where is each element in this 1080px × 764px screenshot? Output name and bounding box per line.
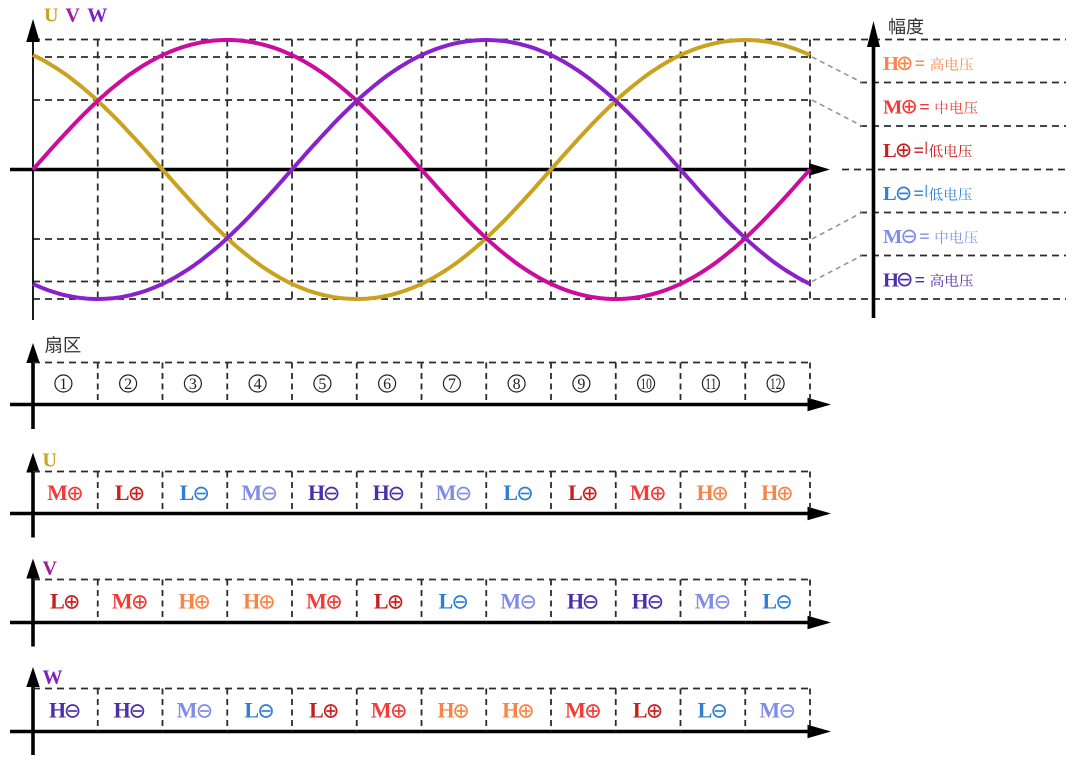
svg-text:H: H [632,588,649,613]
svg-text:=: = [915,269,926,291]
svg-text:H: H [883,269,899,291]
svg-text:H: H [696,480,713,505]
svg-text:8: 8 [513,376,521,393]
svg-text:H: H [114,697,131,722]
svg-text:L: L [633,697,648,722]
svg-text:L: L [883,140,897,162]
svg-text:U: U [44,5,58,27]
svg-text:H: H [567,588,584,613]
svg-text:M: M [883,226,902,248]
svg-text:H: H [761,480,778,505]
svg-text:12: 12 [770,376,782,393]
svg-text:M: M [47,480,68,505]
svg-text:L: L [50,588,65,613]
svg-text:L: L [309,697,324,722]
svg-text:1: 1 [59,376,67,393]
svg-text:=: = [915,53,926,75]
svg-text:3: 3 [189,376,197,393]
svg-text:11: 11 [705,376,717,393]
svg-text:M: M [630,480,651,505]
svg-text:4: 4 [254,376,262,393]
svg-text:M: M [565,697,586,722]
svg-text:H: H [243,588,260,613]
svg-text:W: W [87,5,107,27]
svg-text:M: M [241,480,262,505]
svg-text:L: L [115,480,130,505]
svg-text:H: H [308,480,325,505]
svg-text:L: L [244,697,259,722]
svg-text:M: M [371,697,392,722]
svg-text:=: = [919,226,930,248]
svg-text:M: M [883,96,902,118]
svg-text:H: H [178,588,195,613]
svg-text:2: 2 [124,376,132,393]
svg-text:10: 10 [640,376,652,393]
svg-text:M: M [436,480,457,505]
svg-text:=: = [919,96,930,118]
svg-text:7: 7 [448,376,456,393]
svg-text:L: L [503,480,518,505]
svg-text:L: L [439,588,454,613]
svg-text:M: M [306,588,327,613]
svg-text:H: H [373,480,390,505]
svg-text:M: M [759,697,780,722]
svg-text:U: U [43,450,57,472]
svg-text:9: 9 [577,376,585,393]
svg-text:L: L [762,588,777,613]
svg-text:L: L [698,697,713,722]
svg-text:M: M [695,588,716,613]
svg-text:M: M [112,588,133,613]
svg-text:W: W [43,667,63,689]
svg-text:=: = [914,140,925,162]
svg-text:M: M [177,697,198,722]
svg-text:L: L [883,183,897,205]
svg-text:M: M [500,588,521,613]
svg-text:H: H [49,697,66,722]
svg-text:5: 5 [318,376,326,393]
svg-text:L: L [180,480,195,505]
svg-text:V: V [43,558,58,580]
svg-text:H: H [437,697,454,722]
svg-text:6: 6 [383,376,391,393]
svg-text:=: = [914,183,925,205]
svg-text:L: L [374,588,389,613]
svg-text:L: L [568,480,583,505]
svg-text:H: H [502,697,519,722]
svg-text:V: V [65,5,80,27]
svg-text:H: H [883,53,899,75]
